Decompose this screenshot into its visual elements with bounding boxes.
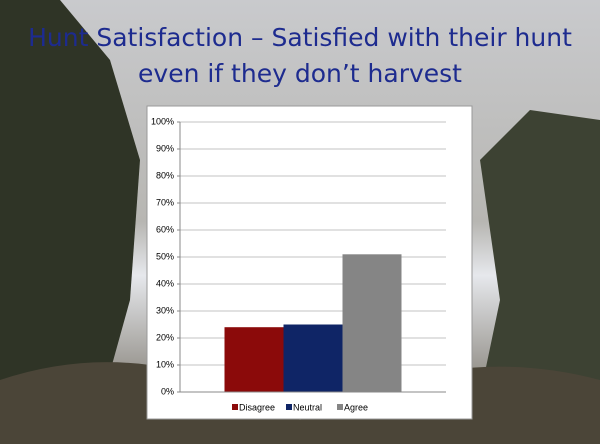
- slide-title: Hunt Satisfaction – Satisfied with their…: [20, 20, 580, 92]
- legend-label: Agree: [344, 402, 368, 412]
- y-tick-label: 20%: [156, 332, 174, 342]
- legend-swatch: [337, 404, 343, 410]
- legend-label: Disagree: [239, 402, 275, 412]
- bar: [284, 325, 343, 393]
- y-tick-label: 60%: [156, 224, 174, 234]
- legend-swatch: [232, 404, 238, 410]
- legend-label: Neutral: [293, 402, 322, 412]
- y-tick-label: 50%: [156, 251, 174, 261]
- y-tick-label: 30%: [156, 305, 174, 315]
- bar: [225, 327, 284, 392]
- y-tick-label: 40%: [156, 278, 174, 288]
- legend-swatch: [286, 404, 292, 410]
- y-tick-label: 0%: [161, 386, 174, 396]
- y-tick-label: 70%: [156, 197, 174, 207]
- y-tick-label: 10%: [156, 359, 174, 369]
- y-tick-label: 100%: [151, 116, 174, 126]
- bar: [343, 254, 402, 392]
- y-tick-label: 80%: [156, 170, 174, 180]
- y-tick-label: 90%: [156, 143, 174, 153]
- slide: 0% 10% 20% 30% 40% 50% 60% 70% 80% 90% 100% Disagre…: [0, 0, 600, 444]
